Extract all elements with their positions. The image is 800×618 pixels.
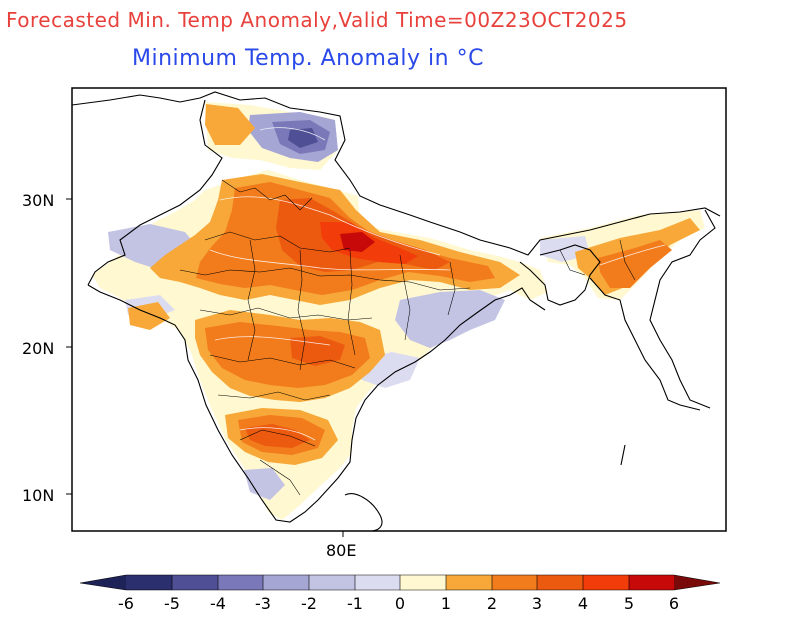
colorbar-labels: -6 -5 -4 -3 -2 -1 0 1 2 3 4 5 6 (118, 594, 679, 613)
colorbar-label: -2 (301, 594, 317, 613)
colorbar-seg-0 (126, 575, 172, 590)
contour-lines (209, 127, 666, 441)
anomaly-pos3-south (245, 424, 310, 448)
map-title: Forecasted Min. Temp Anomaly,Valid Time=… (6, 8, 628, 32)
boundary-lines (72, 91, 721, 531)
colorbar-seg-10 (583, 575, 629, 590)
colorbar-label: 1 (441, 594, 451, 613)
colorbar-label: 2 (487, 594, 497, 613)
state-borders (179, 179, 636, 496)
colorbar-seg-7 (446, 575, 492, 590)
lat-tick-20n: 20N (22, 339, 54, 358)
colorbar-label: -5 (164, 594, 180, 613)
colorbar (79, 574, 721, 591)
colorbar-seg-3 (263, 575, 309, 590)
anomaly-neg-south (244, 468, 285, 500)
anomaly-neg-east (395, 290, 505, 348)
colorbar-seg-2 (218, 575, 263, 590)
anomaly-field (72, 91, 721, 531)
lat-tick-10n: 10N (22, 486, 54, 505)
colorbar-seg-6 (400, 575, 446, 590)
axis-ticks (66, 198, 344, 537)
colorbar-label: 3 (532, 594, 542, 613)
colorbar-seg-8 (492, 575, 537, 590)
lon-tick-80e: 80E (326, 541, 356, 560)
colorbar-label: -4 (210, 594, 226, 613)
anomaly-pos3-central (290, 336, 345, 366)
colorbar-label: 4 (578, 594, 588, 613)
map-subtitle: Minimum Temp. Anomaly in °C (132, 46, 484, 71)
anomaly-pos2-central (205, 322, 370, 388)
colorbar-seg-1 (172, 575, 218, 590)
colorbar-label: -3 (255, 594, 271, 613)
anomaly-pos5-core (340, 232, 375, 252)
anomaly-pos-kashmir (205, 104, 255, 145)
colorbar-seg-5 (355, 575, 400, 590)
anomaly-pos2-ne (598, 240, 672, 288)
colorbar-label: 0 (395, 594, 405, 613)
colorbar-arrow-left (80, 575, 126, 590)
lat-tick-30n: 30N (22, 191, 54, 210)
colorbar-arrow-right (674, 575, 720, 590)
colorbar-label: 6 (669, 594, 679, 613)
colorbar-label: -1 (347, 594, 363, 613)
colorbar-label: 5 (624, 594, 634, 613)
colorbar-seg-9 (537, 575, 583, 590)
colorbar-seg-11 (629, 575, 674, 590)
colorbar-seg-4 (309, 575, 355, 590)
colorbar-label: -6 (118, 594, 134, 613)
map-frame (71, 87, 727, 532)
